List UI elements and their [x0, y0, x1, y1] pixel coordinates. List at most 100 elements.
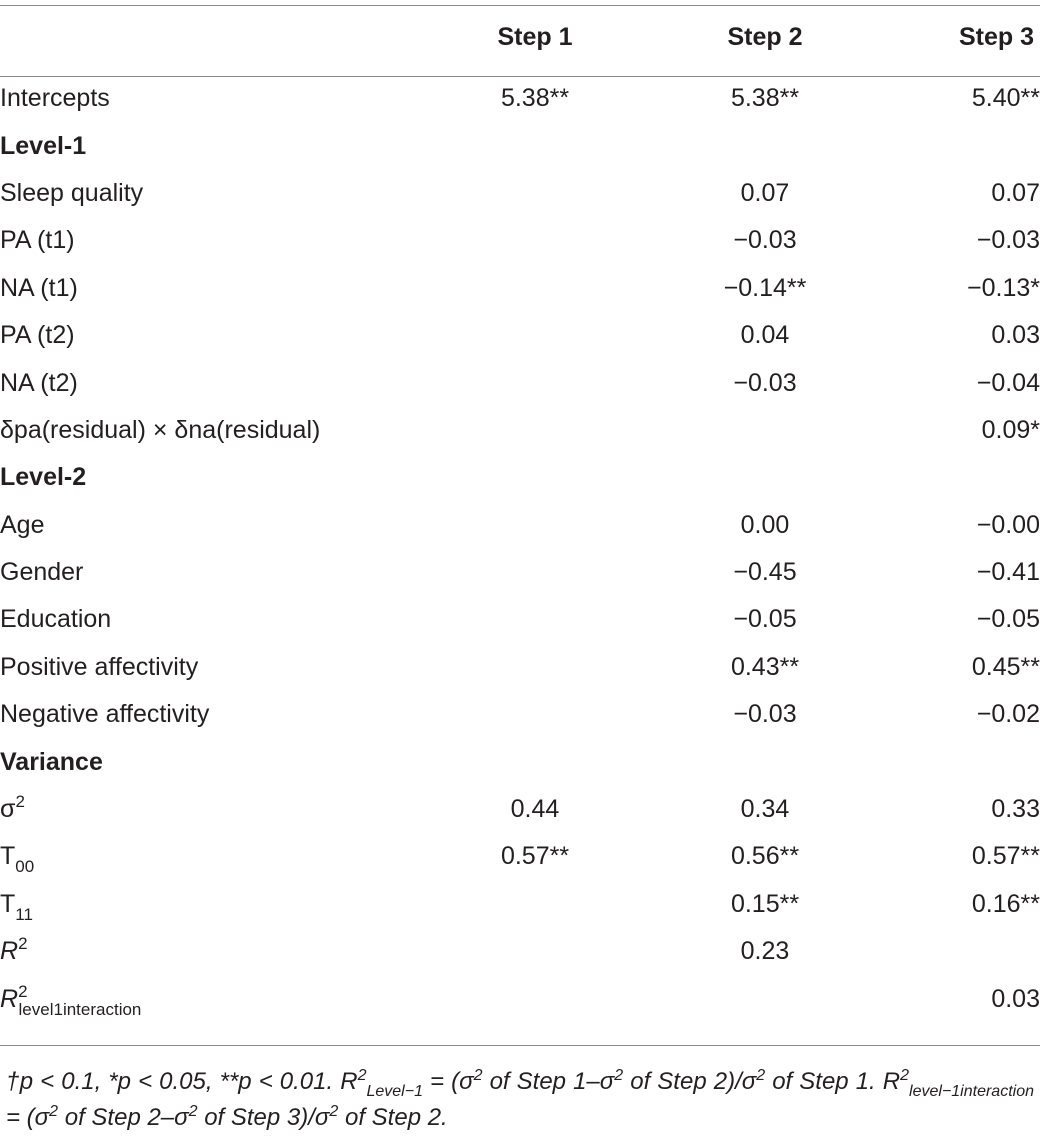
cell-step3: 0.16** [971, 889, 1040, 918]
cell-step3: −0.02 [976, 700, 1040, 729]
table-row: δpa(residual) × δna(residual) 0.09* [0, 407, 1040, 454]
cell-step1 [400, 881, 670, 928]
section-header-row: Level-2 [0, 454, 1040, 501]
bottom-rule [0, 1045, 1040, 1046]
note-part: of Step 3)/σ [197, 1104, 330, 1131]
row-label-text: Positive affectivity [0, 652, 199, 681]
note-part: †p < 0.1, *p < 0.05, **p < 0.01. R [6, 1068, 358, 1095]
row-label-superscript: 2 [18, 981, 28, 1001]
cell-step3: 0.07 [991, 178, 1040, 207]
row-label-text: Level-2 [0, 463, 87, 492]
cell-step2: 0.04 [740, 321, 790, 350]
cell-step3: −0.00 [976, 510, 1040, 539]
cell-step1: 0.44 [510, 795, 560, 824]
row-label-text: PA (t2) [0, 321, 75, 350]
row-label-text: Age [0, 510, 45, 539]
row-label-text: NA (t1) [0, 273, 78, 302]
row-label-text: δpa(residual) × δna(residual) [0, 415, 321, 444]
section-header-row: Level-1 [0, 122, 1040, 169]
table-footnote: †p < 0.1, *p < 0.05, **p < 0.01. R 2 Level… [6, 1064, 1034, 1136]
row-label-text: R [0, 984, 19, 1013]
row-label: R2 [0, 928, 400, 975]
cell-step3: −0.13* [967, 273, 1040, 302]
row-label: T00 [0, 833, 400, 880]
cell-step1: 0.57** [500, 842, 570, 871]
cell-step2 [670, 122, 860, 169]
note-part: of Step 2)/σ [623, 1068, 757, 1095]
note-part: of Step 1–σ [482, 1068, 615, 1095]
cell-step3 [860, 928, 1040, 975]
row-label: R2level1interaction [0, 975, 400, 1022]
row-label-text: Education [0, 605, 112, 634]
note-part: of Step 2. [338, 1104, 448, 1131]
cell-step2: 0.07 [740, 178, 790, 207]
row-label: PA (t2) [0, 312, 400, 359]
section-header-row: Variance [0, 738, 1040, 785]
note-sub: level−1interaction [909, 1083, 1034, 1100]
cell-step3: −0.05 [976, 605, 1040, 634]
cell-step2: −0.03 [733, 700, 797, 729]
cell-step2: 0.23 [740, 937, 790, 966]
note-sup: 2 [188, 1103, 198, 1120]
table-row: PA (t1) −0.03 −0.03 [0, 217, 1040, 264]
cell-step3 [860, 454, 1040, 501]
row-label: Sleep quality [0, 170, 400, 217]
row-label-text: Intercepts [0, 84, 110, 113]
cell-step2: 0.15** [730, 889, 800, 918]
row-label: δpa(residual) × δna(residual) [0, 407, 400, 454]
cell-step3: 0.03 [991, 321, 1040, 350]
table-body: Intercepts 5.38** 5.38** 5.40** Level-1 Sleep… [0, 75, 1040, 1023]
row-label: NA (t1) [0, 265, 400, 312]
note-sup: 2 [614, 1067, 624, 1084]
header-row: Step 1 Step 2 Step 3 [0, 0, 1040, 75]
row-label-subscript: 00 [15, 857, 35, 877]
header-step3: Step 3 [958, 23, 1034, 51]
row-label-text: PA (t1) [0, 226, 75, 255]
section-label: Level-2 [0, 454, 400, 501]
cell-step3: −0.03 [976, 226, 1040, 255]
cell-step2: 0.43** [730, 652, 800, 681]
row-label-superscript: 2 [15, 792, 25, 812]
table-row: Education −0.05 −0.05 [0, 596, 1040, 643]
cell-step1 [400, 928, 670, 975]
row-label-subscript: level1interaction [18, 999, 142, 1019]
note-sup: 2 [473, 1067, 483, 1084]
note-part: of Step 2–σ [58, 1104, 189, 1131]
table-row: R2 0.23 [0, 928, 1040, 975]
cell-step1 [400, 122, 670, 169]
table-row: T11 0.15** 0.16** [0, 881, 1040, 928]
results-table: Step 1 Step 2 Step 3 Intercepts 5.38** 5.3… [0, 0, 1040, 1023]
note-sup: 2 [756, 1067, 766, 1084]
row-label-text: Variance [0, 747, 103, 776]
cell-step2: 0.34 [740, 795, 790, 824]
cell-step1 [400, 265, 670, 312]
table-row: Age 0.00 −0.00 [0, 502, 1040, 549]
cell-step1 [400, 691, 670, 738]
cell-step1 [400, 359, 670, 406]
top-rule [0, 5, 1040, 6]
cell-step1 [400, 549, 670, 596]
note-sup: 2 [900, 1067, 910, 1084]
header-step1: Step 1 [497, 23, 573, 51]
row-label-text: σ [0, 795, 16, 824]
row-label: Gender [0, 549, 400, 596]
row-label: σ2 [0, 786, 400, 833]
cell-step2: −0.14** [723, 273, 807, 302]
row-label-text: T [0, 889, 16, 918]
cell-step1 [400, 170, 670, 217]
cell-step1: 5.38** [500, 84, 570, 113]
row-label: NA (t2) [0, 359, 400, 406]
header-rule [0, 76, 1040, 77]
cell-step1 [400, 407, 670, 454]
row-label: Intercepts [0, 75, 400, 122]
header-step2: Step 2 [727, 23, 803, 51]
cell-step3: 5.40** [971, 84, 1040, 113]
table-row: Gender −0.45 −0.41 [0, 549, 1040, 596]
note-sub: Level−1 [366, 1083, 423, 1100]
row-label: Positive affectivity [0, 644, 400, 691]
table-row: Positive affectivity 0.43** 0.45** [0, 644, 1040, 691]
cell-step3: 0.09* [981, 415, 1040, 444]
row-label: Education [0, 596, 400, 643]
cell-step3: 0.45** [971, 652, 1040, 681]
cell-step1 [400, 975, 670, 1022]
